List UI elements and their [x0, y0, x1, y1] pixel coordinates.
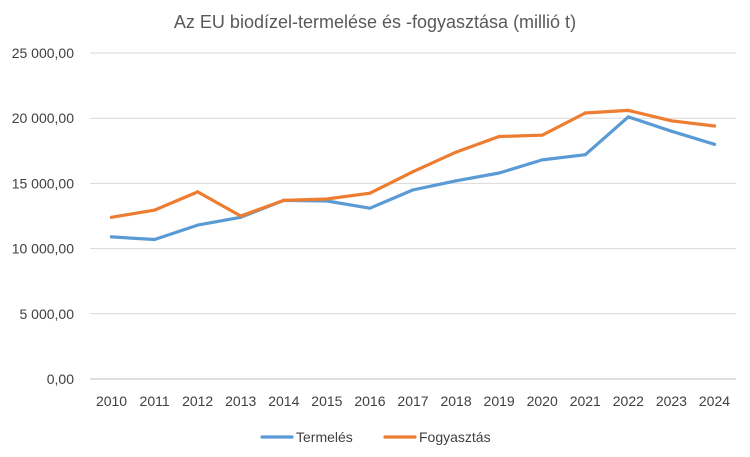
data-point [540, 133, 544, 137]
x-tick-label: 2018 [440, 393, 471, 409]
data-point [196, 223, 200, 227]
x-tick-label: 2011 [140, 393, 170, 409]
series-line-0 [109, 115, 717, 242]
data-point [583, 153, 587, 157]
data-point [540, 158, 544, 162]
grid [90, 52, 736, 380]
x-tick-label: 2013 [225, 393, 256, 409]
data-point [669, 119, 674, 123]
series-line-1 [109, 108, 717, 219]
data-point [239, 214, 243, 218]
data-point [282, 198, 286, 202]
data-point [497, 134, 501, 139]
x-tick-label: 2021 [570, 393, 601, 409]
chart-title: Az EU biodízel-termelése és -fogyasztása… [174, 12, 576, 32]
x-tick-label: 2023 [656, 393, 687, 409]
data-point [196, 190, 200, 194]
data-point [368, 206, 372, 210]
data-point [411, 188, 415, 192]
y-tick-label: 0,00 [47, 371, 74, 387]
y-tick-label: 10 000,00 [12, 241, 74, 257]
data-point [454, 179, 458, 183]
data-point [583, 111, 587, 115]
data-point [368, 191, 372, 195]
legend-label: Fogyasztás [419, 429, 491, 445]
x-tick-label: 2014 [268, 393, 299, 409]
data-point [669, 129, 674, 133]
y-tick-label: 25 000,00 [12, 45, 74, 61]
data-point [712, 124, 717, 128]
legend: Termelés Fogyasztás [260, 429, 491, 445]
x-tick-label: 2020 [527, 393, 558, 409]
data-point [109, 215, 114, 219]
x-axis-ticks: 2010 2011 2012 2013 2014 2015 2016 2017 2018 2019… [96, 393, 730, 409]
x-tick-label: 2022 [613, 393, 644, 409]
y-tick-label: 15 000,00 [12, 175, 74, 191]
data-point [626, 115, 630, 119]
x-tick-label: 2019 [484, 393, 515, 409]
legend-label: Termelés [296, 429, 353, 445]
data-point [626, 108, 630, 112]
data-point [497, 171, 501, 175]
data-point [153, 208, 157, 212]
data-point [153, 237, 157, 242]
y-axis-ticks: 0,00 5 000,00 10 000,00 15 000,00 20 000,00 2… [12, 45, 75, 387]
x-tick-label: 2012 [182, 393, 213, 409]
data-point [411, 170, 415, 174]
data-point [325, 197, 329, 201]
x-tick-label: 2024 [699, 393, 730, 409]
x-tick-label: 2015 [311, 393, 342, 409]
data-point [109, 235, 114, 239]
x-tick-label: 2010 [96, 393, 127, 409]
data-point [712, 142, 717, 146]
x-tick-label: 2016 [354, 393, 385, 409]
x-tick-label: 2017 [397, 393, 428, 409]
y-tick-label: 5 000,00 [20, 306, 75, 322]
series-lines [109, 108, 717, 242]
y-tick-label: 20 000,00 [12, 110, 74, 126]
data-point [454, 150, 458, 154]
